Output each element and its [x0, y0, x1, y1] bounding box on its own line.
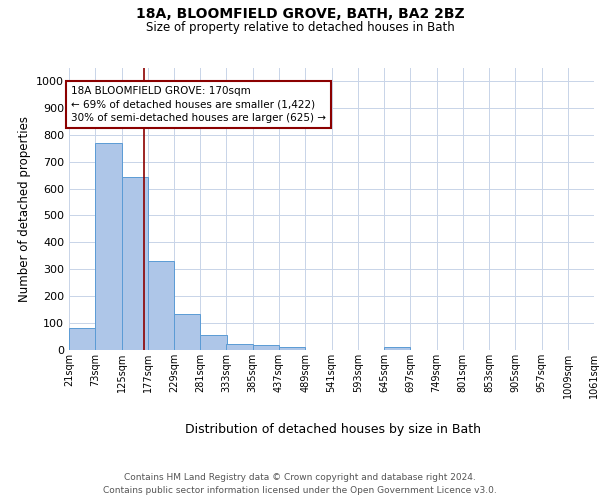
Bar [200, 334, 227, 350]
Bar [279, 347, 305, 350]
Text: 18A, BLOOMFIELD GROVE, BATH, BA2 2BZ: 18A, BLOOMFIELD GROVE, BATH, BA2 2BZ [136, 8, 464, 22]
Bar [174, 314, 200, 350]
Bar [121, 177, 148, 350]
Bar [148, 261, 174, 350]
Text: 18A BLOOMFIELD GROVE: 170sqm
← 69% of detached houses are smaller (1,422)
30% of: 18A BLOOMFIELD GROVE: 170sqm ← 69% of de… [71, 86, 326, 122]
Bar [253, 344, 279, 350]
Text: Contains HM Land Registry data © Crown copyright and database right 2024.
Contai: Contains HM Land Registry data © Crown c… [103, 474, 497, 495]
Text: Size of property relative to detached houses in Bath: Size of property relative to detached ho… [146, 21, 454, 34]
Bar [384, 348, 410, 350]
Bar [227, 344, 253, 350]
Text: Distribution of detached houses by size in Bath: Distribution of detached houses by size … [185, 422, 481, 436]
Bar [69, 328, 95, 350]
Bar [95, 143, 121, 350]
Y-axis label: Number of detached properties: Number of detached properties [17, 116, 31, 302]
